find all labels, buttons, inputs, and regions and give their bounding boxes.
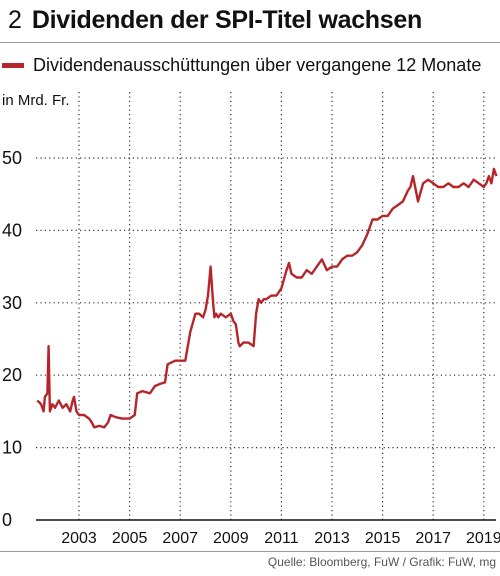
y-tick-label-50: 50 [2,148,22,168]
x-tick-label-2003: 2003 [61,530,97,547]
legend-swatch [2,63,24,68]
chart-number: 2 [8,6,22,34]
x-tick-label-2009: 2009 [213,530,249,547]
title-divider [0,42,500,43]
series-line-dividenden [36,167,498,429]
legend-label: Dividendenausschüttungen über vergangene… [33,55,482,75]
x-tick-label-2015: 2015 [365,530,401,547]
x-tick-label-2005: 2005 [112,530,148,547]
x-tick-label-2019: 2019 [466,530,500,547]
x-tick-label-2011: 2011 [264,530,299,547]
y-tick-label-10: 10 [2,438,22,458]
x-tick-label-2007: 2007 [162,530,198,547]
x-tick-label-2013: 2013 [314,530,350,547]
chart-title: Dividenden der SPI-Titel wachsen [31,6,422,34]
y-tick-label-40: 40 [2,220,22,240]
chart-legend: Dividendenausschüttungen über vergangene… [2,55,481,76]
source-note: Quelle: Bloomberg, FuW / Grafik: FuW, mg [267,555,496,569]
source-divider [0,551,500,552]
y-tick-label-20: 20 [2,365,22,385]
y-axis-unit-label: in Mrd. Fr. [2,92,70,109]
chart-title-row: 2 Dividenden der SPI-Titel wachsen [8,6,422,40]
y-tick-label-0: 0 [2,510,12,530]
y-tick-label-30: 30 [2,293,22,313]
x-tick-label-2017: 2017 [415,530,451,547]
